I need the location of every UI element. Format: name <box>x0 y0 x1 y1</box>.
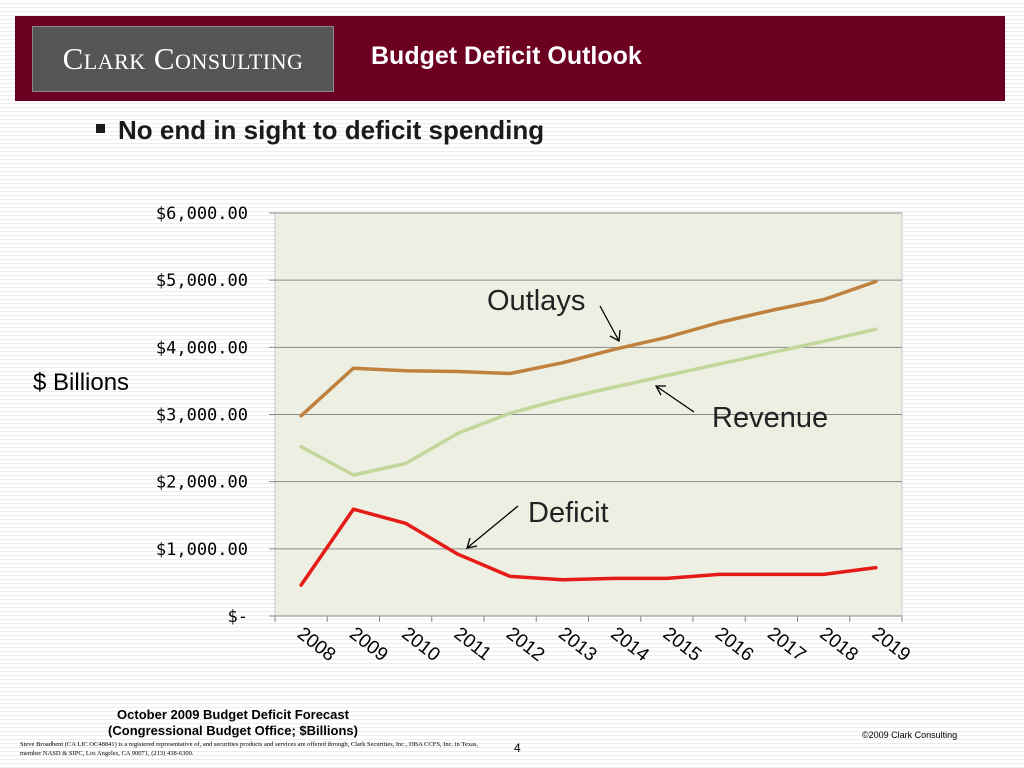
y-tick-label: $5,000.00 <box>156 271 248 291</box>
data-point-revenue <box>665 374 669 377</box>
y-tick-label: $2,000.00 <box>156 473 248 493</box>
y-axis-label: $ Billions <box>33 369 129 396</box>
data-point-revenue <box>613 385 616 389</box>
slide-title: Budget Deficit Outlook <box>371 42 642 70</box>
data-point-outlays <box>404 369 407 373</box>
x-tick-label: 2017 <box>763 623 809 666</box>
data-point-deficit <box>665 577 669 580</box>
data-point-revenue <box>770 351 773 354</box>
data-point-outlays <box>613 348 616 351</box>
y-tick-label: $3,000.00 <box>156 406 248 426</box>
series-line-outlays <box>299 279 878 418</box>
data-point-deficit <box>561 578 564 581</box>
x-tick-label: 2009 <box>345 623 391 666</box>
x-tick-label: 2016 <box>711 623 757 666</box>
chart-caption: October 2009 Budget Deficit Forecast (Co… <box>94 707 372 739</box>
bullet-square-icon <box>96 123 105 133</box>
data-point-deficit <box>770 573 773 576</box>
data-point-outlays <box>456 370 460 373</box>
y-tick-label: $- <box>228 607 248 627</box>
x-tick-label: 2018 <box>816 623 862 666</box>
data-point-revenue <box>561 397 564 401</box>
data-point-revenue <box>404 462 407 465</box>
x-tick-label: 2019 <box>868 623 914 666</box>
caption-line-2: (Congressional Budget Office; $Billions) <box>108 723 358 738</box>
data-point-revenue <box>299 445 303 448</box>
series-lines <box>299 279 878 587</box>
annotation-deficit: Deficit <box>528 497 609 529</box>
x-tick-label: 2014 <box>607 623 654 666</box>
data-point-revenue <box>352 473 355 477</box>
annotation-arrows <box>466 305 695 549</box>
annotation-revenue: Revenue <box>712 402 828 434</box>
y-tick-label: $6,000.00 <box>156 204 248 224</box>
data-point-deficit <box>717 573 721 576</box>
data-point-deficit <box>299 583 303 587</box>
x-tick-label: 2015 <box>659 623 705 666</box>
data-point-revenue <box>874 327 878 331</box>
copyright-text: ©2009 Clark Consulting <box>862 730 958 740</box>
data-point-revenue <box>822 340 825 343</box>
data-point-deficit <box>456 553 460 556</box>
data-point-outlays <box>874 280 878 283</box>
data-point-outlays <box>561 361 564 364</box>
header-bar: Clark Consulting Budget Deficit Outlook <box>15 16 1005 101</box>
x-tick-label: 2010 <box>398 623 444 666</box>
bullet-point: No end in sight to deficit spending <box>96 115 544 146</box>
y-tick-label: $1,000.00 <box>156 540 248 560</box>
data-point-outlays <box>508 372 512 375</box>
logo-text: Clark Consulting <box>62 41 304 76</box>
series-line-revenue <box>299 327 878 477</box>
x-tick-label: 2008 <box>293 623 339 666</box>
disclaimer-text: Steve Broadbent (CA LIC OC48841) is a re… <box>20 741 478 757</box>
y-tick-label: $4,000.00 <box>156 338 248 358</box>
data-point-revenue <box>508 411 512 415</box>
arrow-outlays <box>599 305 621 343</box>
x-tick-label: 2012 <box>502 623 548 666</box>
data-point-outlays <box>717 321 721 324</box>
data-point-outlays <box>299 414 303 418</box>
data-point-deficit <box>874 566 878 569</box>
company-logo: Clark Consulting <box>32 26 334 92</box>
data-point-deficit <box>352 508 355 511</box>
arrow-deficit <box>466 505 519 549</box>
x-tick-label: 2011 <box>450 623 495 665</box>
x-axis-ticks: 2008 2009 2010 2011 2012 2013 2014 2015 2016 2017… <box>274 616 914 666</box>
gridlines <box>269 212 902 617</box>
page-number: 4 <box>514 741 521 755</box>
data-point-deficit <box>822 573 825 576</box>
data-point-outlays <box>352 366 355 370</box>
data-point-deficit <box>508 575 512 578</box>
y-axis-ticks: $6,000.00 $5,000.00 $4,000.00 $3,000.00 $2,0… <box>156 204 248 627</box>
data-point-outlays <box>822 298 825 301</box>
data-point-outlays <box>770 309 773 312</box>
data-point-revenue <box>456 432 460 435</box>
x-tick-label: 2013 <box>554 623 600 666</box>
data-point-deficit <box>613 577 616 580</box>
series-line-deficit <box>299 507 878 587</box>
data-point-outlays <box>665 336 669 339</box>
arrow-revenue <box>654 385 695 413</box>
data-point-deficit <box>404 522 407 525</box>
data-point-revenue <box>717 362 721 366</box>
annotation-outlays: Outlays <box>487 285 585 317</box>
caption-line-1: October 2009 Budget Deficit Forecast <box>117 707 349 722</box>
bullet-text: No end in sight to deficit spending <box>118 115 545 145</box>
